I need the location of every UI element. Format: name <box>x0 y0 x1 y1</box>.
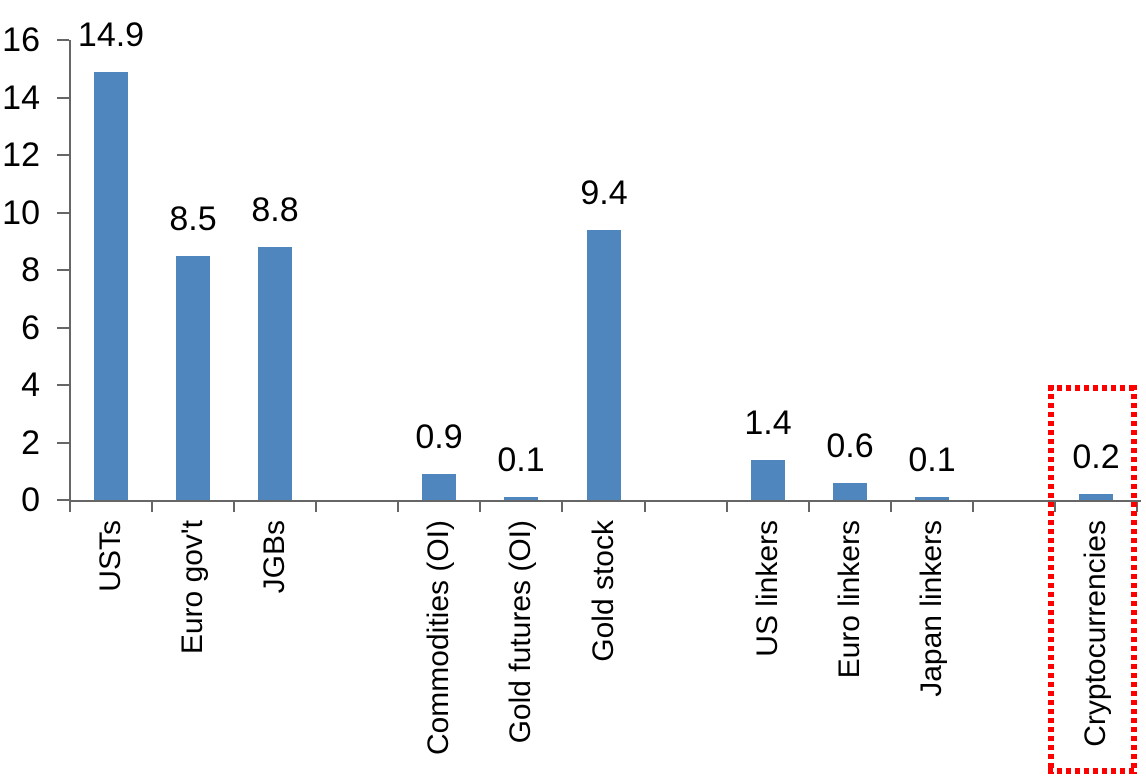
y-tick-label: 4 <box>21 366 40 404</box>
y-tick <box>57 441 69 444</box>
bar-cryptocurrencies <box>1079 494 1113 500</box>
y-tick <box>57 499 69 501</box>
y-tick <box>57 326 69 329</box>
y-tick-label: 12 <box>2 136 40 174</box>
value-label-commodities-oi: 0.9 <box>415 418 463 456</box>
value-label-euro-gov-t: 8.5 <box>169 200 217 238</box>
value-label-usts: 14.9 <box>77 16 145 54</box>
value-label-japan-linkers: 0.1 <box>908 441 956 479</box>
bar-us-linkers <box>751 460 785 500</box>
x-tick <box>725 500 728 512</box>
bar-gold-futures-oi <box>504 497 538 500</box>
y-tick-label: 16 <box>2 21 40 59</box>
y-tick <box>57 154 69 156</box>
x-tick <box>151 500 154 512</box>
x-tick <box>233 500 236 512</box>
category-label-jgbs: JGBs <box>258 520 291 594</box>
highlight-box <box>1048 385 1137 774</box>
y-tick <box>57 384 69 386</box>
x-tick <box>643 500 646 512</box>
y-tick-label: 0 <box>21 481 40 519</box>
category-label-gold-futures-oi: Gold futures (OI) <box>504 520 537 744</box>
highlight-box-bottom-edge <box>1048 768 1137 774</box>
bar-usts <box>94 72 128 500</box>
x-tick <box>479 500 482 512</box>
y-tick <box>57 211 69 214</box>
y-tick-label: 10 <box>2 193 40 232</box>
x-tick <box>315 500 318 512</box>
x-tick <box>1053 500 1056 512</box>
value-label-us-linkers: 1.4 <box>744 404 792 442</box>
bar-japan-linkers <box>915 497 949 500</box>
bar-commodities-oi <box>422 474 456 500</box>
category-label-us-linkers: US linkers <box>751 520 784 657</box>
x-tick <box>397 500 400 512</box>
y-tick-label: 8 <box>21 251 40 289</box>
category-label-gold-stock: Gold stock <box>587 520 620 662</box>
x-tick <box>971 500 974 512</box>
x-tick <box>1136 500 1138 512</box>
value-label-euro-linkers: 0.6 <box>826 427 874 465</box>
category-label-commodities-oi: Commodities (OI) <box>422 520 455 756</box>
highlight-box-left-edge <box>1048 385 1054 774</box>
x-tick <box>889 500 892 512</box>
highlight-box-top-edge <box>1048 385 1137 391</box>
y-tick-label: 6 <box>21 308 40 347</box>
x-tick <box>561 500 564 512</box>
category-label-japan-linkers: Japan linkers <box>915 520 948 697</box>
value-label-gold-stock: 9.4 <box>580 174 628 212</box>
category-label-usts: USTs <box>94 520 127 592</box>
bar-euro-gov-t <box>176 256 210 500</box>
x-axis-line <box>69 500 1141 502</box>
value-label-cryptocurrencies: 0.2 <box>1072 438 1120 476</box>
value-label-gold-futures-oi: 0.1 <box>497 441 545 479</box>
y-tick-label: 14 <box>2 78 40 117</box>
x-tick <box>807 500 810 512</box>
value-label-jgbs: 8.8 <box>251 191 299 229</box>
bar-euro-linkers <box>833 483 867 500</box>
bar-jgbs <box>258 247 292 500</box>
x-tick <box>69 500 71 512</box>
y-tick <box>57 269 69 271</box>
category-label-euro-linkers: Euro linkers <box>833 520 866 679</box>
category-label-euro-gov-t: Euro gov't <box>176 520 209 655</box>
highlight-box-right-edge <box>1131 385 1137 774</box>
bar-gold-stock <box>587 230 621 500</box>
y-tick <box>57 39 69 41</box>
y-axis-line <box>69 40 71 502</box>
y-tick-label: 2 <box>21 423 40 462</box>
y-tick <box>57 96 69 99</box>
